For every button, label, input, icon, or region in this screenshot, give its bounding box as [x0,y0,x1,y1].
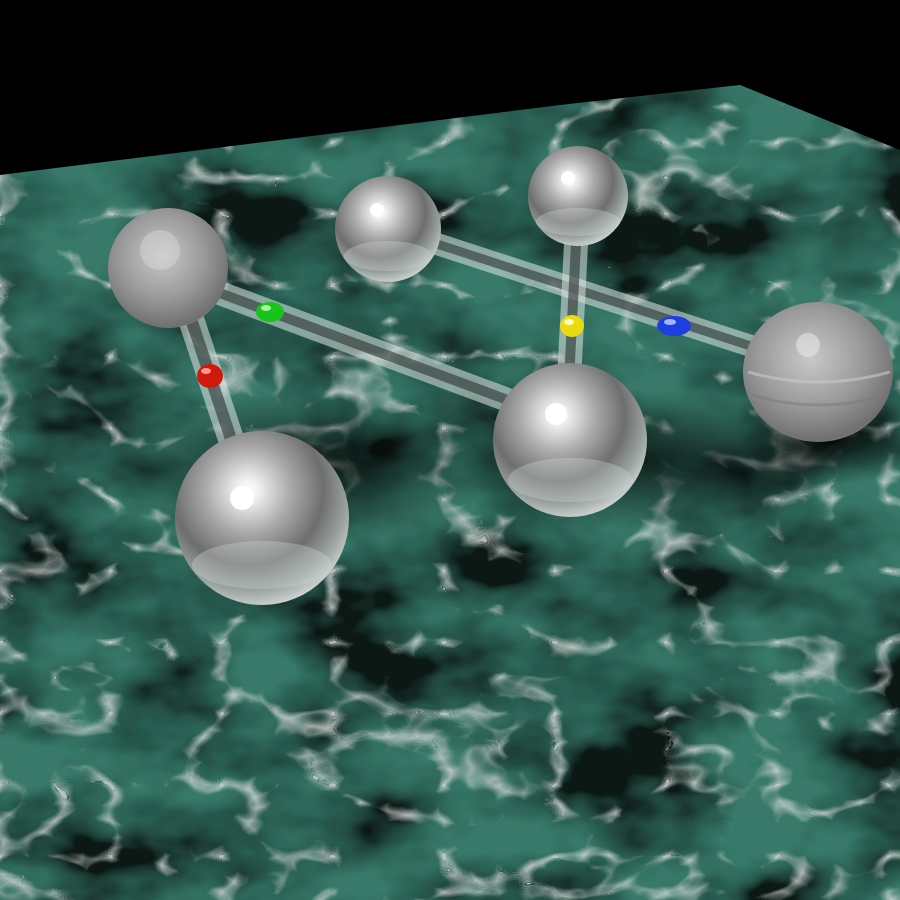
sphere-center [493,363,647,517]
sphere-right-matte [743,302,893,442]
green-bead [256,302,284,322]
blue-bead [657,316,691,336]
red-bead [197,364,223,388]
beads [197,302,691,388]
sphere-front-left [175,431,349,605]
sphere-left-matte [108,208,228,328]
sphere-back-right [528,146,628,246]
spheres [108,146,893,605]
sphere-back-left [335,176,441,282]
yellow-bead [560,315,584,337]
